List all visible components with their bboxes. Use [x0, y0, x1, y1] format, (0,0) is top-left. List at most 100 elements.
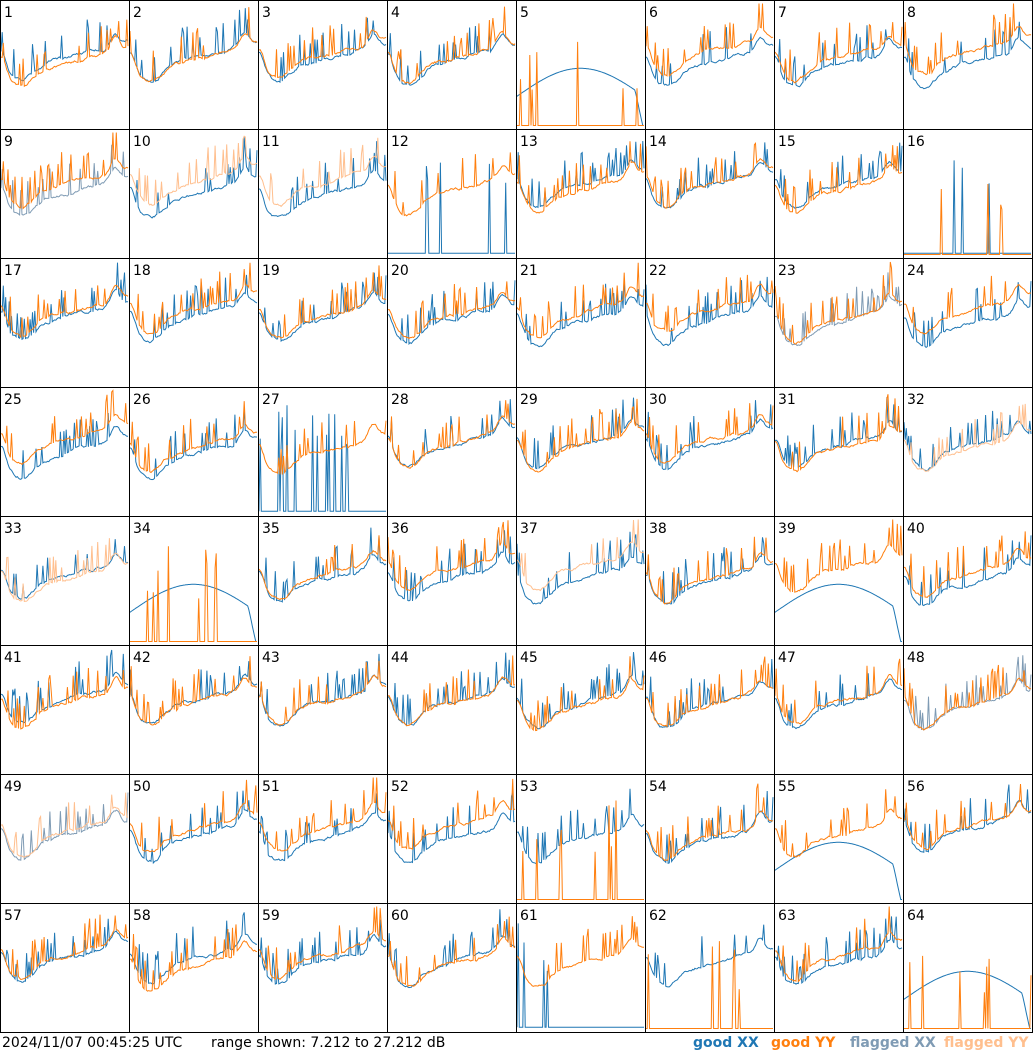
- panel-label: 40: [907, 521, 925, 537]
- series-yy-50: [129, 779, 258, 853]
- series-yy-33: [0, 538, 129, 602]
- series-xx-10: [129, 137, 258, 219]
- series-xx-20: [387, 280, 516, 346]
- panel-label: 42: [133, 650, 151, 666]
- series-xx-23: [774, 272, 903, 347]
- series-xx-57: [0, 918, 129, 983]
- series-xx-7: [774, 25, 903, 88]
- panel-58: 58: [129, 903, 259, 1033]
- legend: good XX good YY flagged XX flagged YY: [693, 1033, 1033, 1053]
- series-yy-13: [516, 141, 645, 214]
- panel-label: 30: [649, 392, 667, 408]
- series-yy-4: [387, 6, 516, 85]
- panel-63: 63: [774, 903, 904, 1033]
- series-yy-60: [387, 916, 516, 987]
- panel-15: 15: [774, 129, 904, 259]
- series-xx-11: [258, 141, 387, 217]
- panel-label: 10: [133, 134, 151, 150]
- panel-label: 9: [4, 134, 13, 150]
- series-yy-51: [258, 777, 387, 852]
- panel-21: 21: [516, 258, 646, 388]
- series-yy-37: [516, 519, 645, 592]
- panel-8: 8: [903, 0, 1033, 130]
- timestamp: 2024/11/07 00:45:25 UTC: [2, 1035, 183, 1051]
- panel-label: 37: [520, 521, 538, 537]
- panel-49: 49: [0, 774, 130, 904]
- panel-33: 33: [0, 516, 130, 646]
- series-xx-62: [646, 924, 774, 988]
- series-xx-36: [387, 530, 516, 602]
- series-xx-40: [903, 535, 1032, 607]
- panel-55: 55: [774, 774, 904, 904]
- panel-label: 4: [391, 5, 400, 21]
- panel-31: 31: [774, 387, 904, 517]
- panel-label: 28: [391, 392, 409, 408]
- panel-label: 3: [262, 5, 271, 21]
- panel-label: 51: [262, 779, 280, 795]
- series-yy-58: [129, 924, 258, 992]
- panel-label: 43: [262, 650, 280, 666]
- panel-43: 43: [258, 645, 388, 775]
- panel-10: 10: [129, 129, 259, 259]
- series-yy-59: [258, 906, 386, 981]
- series-yy-57: [0, 914, 129, 981]
- panel-label: 14: [649, 134, 667, 150]
- panel-label: 61: [520, 908, 538, 924]
- panel-44: 44: [387, 645, 517, 775]
- series-xx-30: [645, 400, 774, 471]
- series-yy-22: [645, 274, 774, 332]
- series-xx-54: [646, 790, 774, 864]
- series-xx-4: [387, 25, 516, 86]
- panel-45: 45: [516, 645, 646, 775]
- footer: 2024/11/07 00:45:25 UTC range shown: 7.2…: [0, 1033, 1033, 1053]
- series-yy-49: [0, 792, 129, 858]
- range-text: range shown: 7.212 to 27.212 dB: [211, 1035, 446, 1051]
- series-yy-18: [129, 262, 258, 335]
- series-xx-22: [645, 276, 774, 347]
- panel-59: 59: [258, 903, 388, 1033]
- series-xx-61: [516, 923, 644, 1028]
- series-xx-5: [516, 67, 644, 126]
- panel-39: 39: [774, 516, 904, 646]
- panel-label: 56: [907, 779, 925, 795]
- series-yy-46: [645, 656, 773, 728]
- panel-64: 64: [903, 903, 1033, 1033]
- panel-13: 13: [516, 129, 646, 259]
- panel-46: 46: [645, 645, 775, 775]
- panel-label: 46: [649, 650, 667, 666]
- series-yy-44: [388, 655, 515, 727]
- panel-label: 34: [133, 521, 151, 537]
- series-yy-56: [903, 783, 1032, 851]
- series-yy-55: [774, 789, 903, 858]
- series-xx-42: [129, 661, 258, 724]
- panel-30: 30: [645, 387, 775, 517]
- panel-label: 62: [649, 908, 667, 924]
- series-xx-51: [258, 793, 386, 862]
- series-xx-50: [129, 790, 258, 865]
- panel-label: 12: [391, 134, 409, 150]
- panel-label: 16: [907, 134, 925, 150]
- series-xx-25: [0, 412, 128, 480]
- series-yy-24: [903, 275, 1032, 335]
- panel-2: 2: [129, 0, 259, 130]
- series-xx-28: [387, 399, 516, 468]
- panel-label: 60: [391, 908, 409, 924]
- panel-3: 3: [258, 0, 388, 130]
- panel-label: 21: [520, 263, 538, 279]
- series-xx-37: [516, 531, 645, 605]
- panel-label: 63: [778, 908, 796, 924]
- legend-good-xx: good XX: [693, 1035, 759, 1051]
- series-yy-10: [129, 135, 258, 206]
- series-yy-25: [0, 389, 129, 466]
- panel-label: 1: [4, 5, 13, 21]
- series-yy-40: [903, 531, 1032, 598]
- series-yy-63: [774, 906, 903, 983]
- panel-label: 33: [4, 521, 22, 537]
- series-yy-8: [903, 3, 1032, 76]
- panel-label: 7: [778, 5, 787, 21]
- series-yy-30: [645, 403, 774, 464]
- legend-flagged-xx: flagged XX: [850, 1035, 936, 1051]
- panel-label: 6: [649, 5, 658, 21]
- panel-label: 17: [4, 263, 22, 279]
- panel-5: 5: [516, 0, 646, 130]
